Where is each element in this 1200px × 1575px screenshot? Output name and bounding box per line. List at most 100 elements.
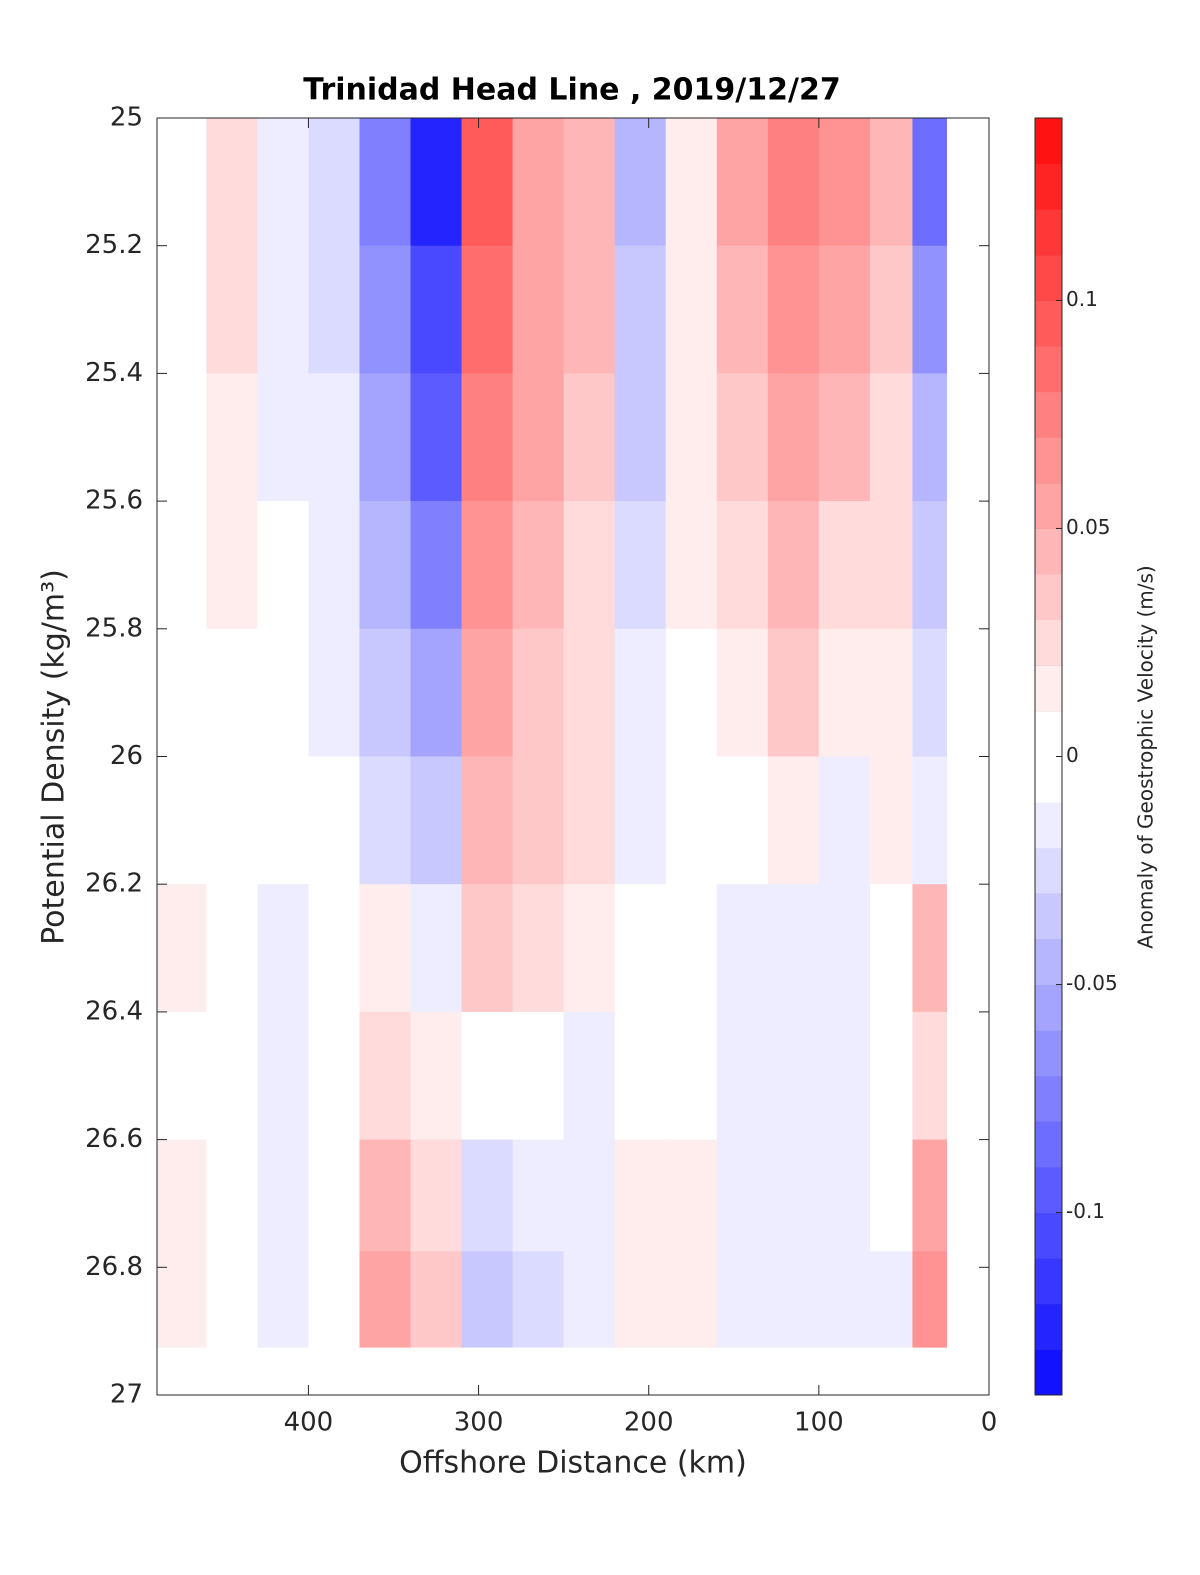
cell: [512, 884, 565, 1013]
colorbar-band: [1035, 938, 1062, 986]
cell: [461, 628, 514, 757]
cell: [563, 884, 616, 1013]
chart-title: Trinidad Head Line , 2019/12/27: [303, 73, 840, 108]
cell: [563, 1251, 616, 1348]
colorbar-band: [1035, 528, 1062, 575]
cell: [308, 1139, 360, 1252]
cell: [157, 245, 207, 374]
cell: [563, 1139, 616, 1252]
cell: [818, 884, 871, 1013]
cell: [716, 1011, 769, 1141]
cell: [665, 1011, 718, 1141]
cell: [206, 373, 258, 502]
cell: [410, 1139, 463, 1252]
colorbar-tick-label: -0.1: [1066, 1199, 1105, 1223]
cell: [716, 1139, 769, 1252]
cell: [912, 501, 947, 630]
cell: [614, 373, 667, 502]
cell: [767, 1139, 820, 1252]
cell: [818, 1251, 871, 1348]
cell: [461, 1011, 514, 1141]
colorbar-band: [1035, 893, 1062, 940]
colorbar-band: [1035, 1166, 1062, 1214]
colorbar-band: [1035, 391, 1062, 438]
cell: [308, 373, 360, 502]
cell: [206, 1011, 258, 1141]
cell: [461, 118, 514, 247]
cell: [512, 245, 565, 374]
cell: [818, 756, 871, 885]
colorbar-band: [1035, 209, 1062, 256]
colorbar-band: [1035, 619, 1062, 666]
cell: [359, 1251, 412, 1348]
cell: [912, 884, 947, 1013]
cell: [869, 501, 913, 630]
cell: [308, 245, 360, 374]
cell: [359, 628, 412, 757]
cell: [410, 373, 463, 502]
cell: [716, 501, 769, 630]
colorbar-band: [1035, 300, 1062, 347]
cell: [512, 373, 565, 502]
colorbar-tick-label: 0: [1066, 743, 1079, 767]
cell: [157, 373, 207, 502]
cell: [359, 756, 412, 885]
cell: [912, 756, 947, 885]
cell: [359, 373, 412, 502]
cell: [869, 628, 913, 757]
cell: [716, 373, 769, 502]
cell: [563, 501, 616, 630]
cell: [410, 501, 463, 630]
cell: [410, 1011, 463, 1141]
cell: [869, 1251, 913, 1348]
cell: [912, 1251, 947, 1348]
cell: [308, 884, 360, 1013]
cell: [563, 118, 616, 247]
cell: [869, 1139, 913, 1252]
cell: [257, 1011, 309, 1141]
y-axis-label: Potential Density (kg/m³): [37, 569, 72, 945]
cell: [912, 118, 947, 247]
cell: [767, 118, 820, 247]
cell: [665, 756, 718, 885]
y-tick-label: 26: [110, 741, 143, 771]
cell: [869, 884, 913, 1013]
cell: [410, 245, 463, 374]
cell: [157, 501, 207, 630]
cell: [818, 628, 871, 757]
colorbar-band: [1035, 802, 1062, 849]
cell: [716, 756, 769, 885]
x-tick-label: 400: [284, 1408, 334, 1438]
cell: [614, 118, 667, 247]
cell: [206, 1139, 258, 1252]
cell: [512, 1011, 565, 1141]
cell: [767, 373, 820, 502]
cell: [461, 1251, 514, 1348]
cell: [716, 1251, 769, 1348]
cell: [614, 245, 667, 374]
cell: [206, 1251, 258, 1348]
cell: [767, 628, 820, 757]
cell: [716, 245, 769, 374]
cell: [614, 628, 667, 757]
cell: [512, 628, 565, 757]
cell: [767, 884, 820, 1013]
cell: [410, 1251, 463, 1348]
colorbar-band: [1035, 1121, 1062, 1168]
colorbar-band: [1035, 710, 1062, 757]
cell: [614, 501, 667, 630]
cell: [257, 1251, 309, 1348]
cell: [818, 1139, 871, 1252]
cell: [716, 628, 769, 757]
cell: [767, 245, 820, 374]
cell: [257, 756, 309, 885]
cell: [410, 756, 463, 885]
cell: [716, 118, 769, 247]
cell: [157, 884, 207, 1013]
colorbar-tick-label: -0.05: [1066, 971, 1118, 995]
x-axis-label: Offshore Distance (km): [399, 1446, 747, 1481]
cell: [912, 628, 947, 757]
colorbar-band: [1035, 1075, 1062, 1122]
x-tick-label: 0: [981, 1408, 998, 1438]
